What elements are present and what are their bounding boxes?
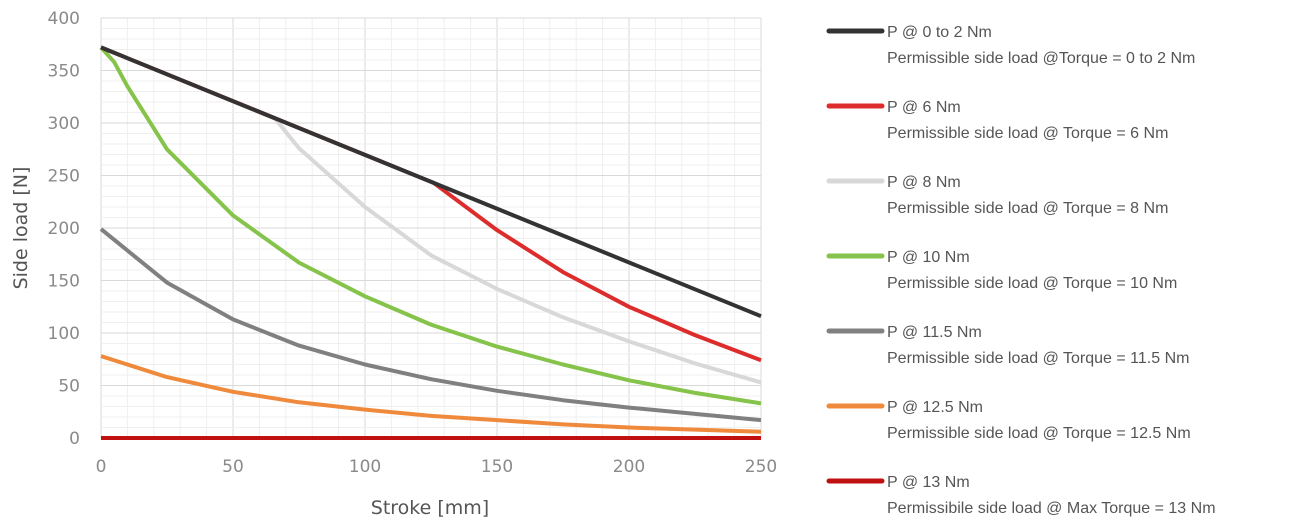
axis-ticks: 0 50 100 150 200 250 0 50 100 150 200 250 300 350 400 bbox=[48, 9, 778, 477]
legend-entry-description: Permissible side load @ Torque = 10 Nm bbox=[887, 275, 1177, 292]
series-line-5 bbox=[100, 354, 762, 434]
x-axis-title: Stroke [mm] bbox=[371, 497, 489, 519]
series-line-0 bbox=[100, 45, 762, 319]
series-line-1 bbox=[100, 45, 762, 363]
y-tick-label: 350 bbox=[48, 62, 80, 82]
y-axis-title: Side load [N] bbox=[10, 167, 32, 290]
legend-entry-description: Permissible side load @Torque = 0 to 2 N… bbox=[887, 50, 1195, 67]
x-tick-label: 250 bbox=[745, 457, 777, 477]
legend: P @ 0 to 2 Nm Permissible side load @Torq… bbox=[826, 24, 1216, 517]
series-line-4 bbox=[99, 227, 762, 423]
legend-entry-description: Permissibile side load @ Max Torque = 13… bbox=[887, 500, 1216, 517]
x-tick-label: 50 bbox=[222, 457, 244, 477]
grid bbox=[100, 17, 762, 439]
y-tick-label: 100 bbox=[48, 324, 80, 344]
y-tick-label: 300 bbox=[48, 114, 80, 134]
legend-entry-description: Permissible side load @ Torque = 6 Nm bbox=[887, 125, 1168, 142]
legend-entry-label: P @ 6 Nm bbox=[887, 99, 961, 116]
x-tick-label: 150 bbox=[481, 457, 513, 477]
y-tick-label: 250 bbox=[48, 167, 80, 187]
legend-entry-label: P @ 11.5 Nm bbox=[887, 324, 982, 341]
legend-entry-description: Permissible side load @ Torque = 11.5 Nm bbox=[887, 350, 1189, 367]
legend-entry-label: P @ 10 Nm bbox=[887, 249, 970, 266]
y-tick-label: 0 bbox=[69, 429, 80, 449]
y-tick-label: 150 bbox=[48, 272, 80, 292]
legend-entry-description: Permissible side load @ Torque = 8 Nm bbox=[887, 200, 1168, 217]
series-line-3 bbox=[99, 46, 762, 406]
series-line-2 bbox=[100, 45, 762, 385]
y-tick-label: 50 bbox=[58, 377, 80, 397]
y-tick-label: 400 bbox=[48, 9, 80, 29]
legend-entry-label: P @ 8 Nm bbox=[887, 174, 961, 191]
x-tick-label: 100 bbox=[349, 457, 381, 477]
series-lines bbox=[99, 45, 762, 440]
legend-entry-label: P @ 13 Nm bbox=[887, 474, 970, 491]
legend-entry-label: P @ 0 to 2 Nm bbox=[887, 24, 992, 41]
legend-entry-label: P @ 12.5 Nm bbox=[887, 399, 983, 416]
legend-entry-description: Permissible side load @ Torque = 12.5 Nm bbox=[887, 425, 1191, 442]
x-tick-label: 200 bbox=[613, 457, 645, 477]
y-tick-label: 200 bbox=[48, 219, 80, 239]
x-tick-label: 0 bbox=[96, 457, 107, 477]
